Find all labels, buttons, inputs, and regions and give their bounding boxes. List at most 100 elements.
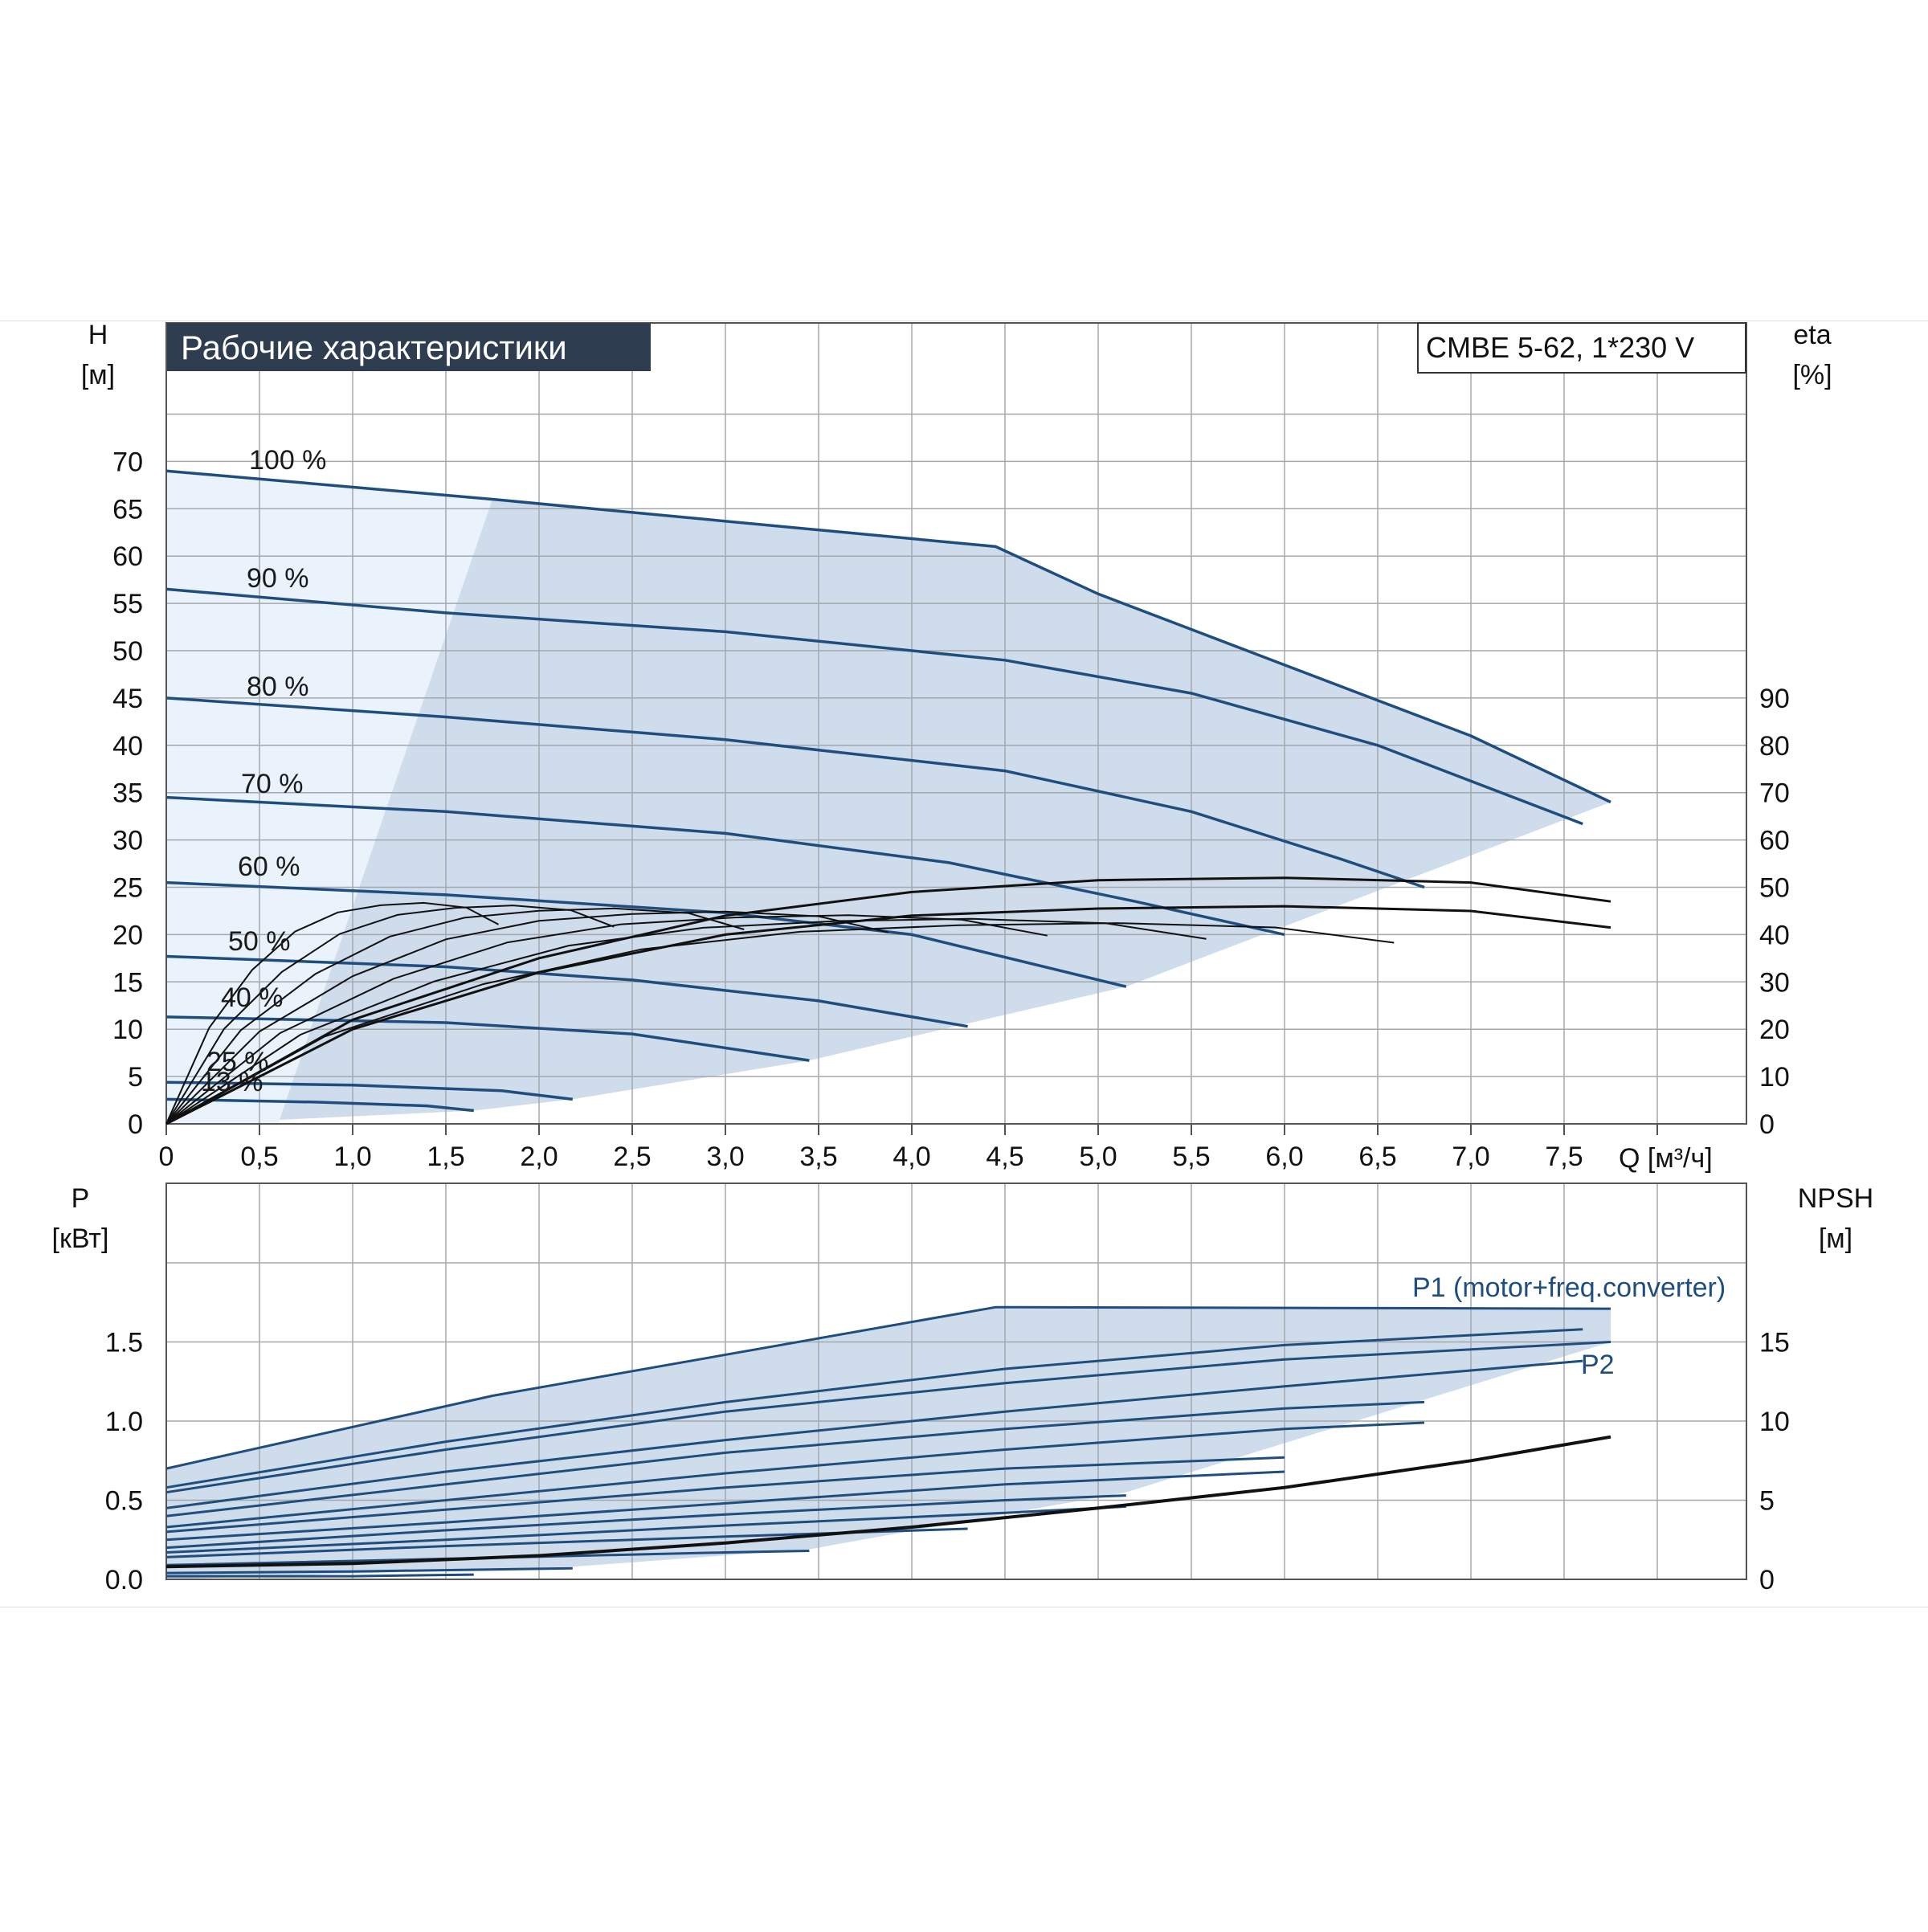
npsh-tick-label: 5 [1759, 1486, 1775, 1517]
ticks-layer: 0 0,5 1,0 1,5 2,0 2,5 3,0 3,5 4,0 4,5 5,0 5,5 6,0 6,5… [105, 447, 1790, 1595]
x-tick-label: 4,5 [986, 1142, 1023, 1172]
power-curve [165, 1400, 1425, 1517]
x-tick-label: 3,0 [706, 1142, 744, 1172]
eta-tick-label: 10 [1759, 1062, 1790, 1093]
speed-label-80: 80 % [247, 672, 309, 702]
h-tick-label: 70 [112, 447, 143, 477]
x-tick-label: 0,5 [240, 1142, 278, 1172]
x-tick-label: 5,5 [1172, 1142, 1210, 1172]
power-curve [165, 1505, 1126, 1554]
speed-label-60: 60 % [238, 852, 300, 882]
top-plot-frame [165, 322, 1747, 1125]
chart-title: Рабочие характеристики [181, 329, 567, 366]
h-tick-label: 30 [112, 826, 143, 856]
npsh-axis-name: NPSH [1798, 1183, 1873, 1214]
head-curve [165, 696, 1425, 889]
power-curve [165, 1470, 1285, 1542]
npsh-tick-label: 0 [1759, 1565, 1775, 1595]
h-tick-label: 45 [112, 684, 143, 714]
eta-tick-label: 20 [1759, 1015, 1790, 1045]
power-curve [165, 1341, 1611, 1494]
curves-layer [165, 469, 1611, 1578]
npsh-tick-label: 15 [1759, 1328, 1790, 1358]
x-tick-label: 6,0 [1265, 1142, 1303, 1172]
q-axis-label: Q [м³/ч] [1619, 1143, 1713, 1174]
eta-axis-unit: [%] [1792, 360, 1832, 390]
p-axis-unit: [кВт] [52, 1223, 109, 1254]
model-box [1417, 322, 1746, 374]
efficiency-curve [165, 876, 1611, 1125]
x-tick-label: 6,5 [1358, 1142, 1396, 1172]
eta-tick-label: 60 [1759, 826, 1790, 856]
p2-curve-label: P2 [1581, 1350, 1615, 1380]
x-tick-label: 0 [159, 1142, 174, 1172]
h-axis-name: H [88, 320, 108, 350]
h-tick-label: 50 [112, 636, 143, 667]
speed-label-90: 90 % [247, 563, 309, 594]
efficiency-curve [165, 905, 1611, 1125]
speed-label-13: 13 % [201, 1067, 263, 1097]
bottom-plot-frame [165, 1182, 1747, 1580]
p-tick-label: 1.5 [105, 1328, 143, 1358]
x-tick-label: 1,5 [427, 1142, 464, 1172]
x-tick-label: 2,5 [613, 1142, 651, 1172]
h-tick-label: 15 [112, 967, 143, 998]
head-curve [165, 1097, 474, 1113]
efficiency-curve [165, 917, 1207, 1125]
eta-tick-label: 90 [1759, 684, 1790, 714]
eta-axis-name: eta [1793, 320, 1831, 350]
x-tick-label: 2,0 [520, 1142, 558, 1172]
eta-tick-label: 40 [1759, 920, 1790, 950]
p-tick-label: 0.5 [105, 1486, 143, 1517]
h-tick-label: 20 [112, 920, 143, 950]
h-tick-label: 10 [112, 1015, 143, 1045]
power-curve [166, 1573, 474, 1578]
x-tick-label: 4,0 [893, 1142, 930, 1172]
eta-tick-label: 80 [1759, 731, 1790, 762]
power-curve [165, 1359, 1583, 1509]
power-curve [165, 1421, 1425, 1529]
efficiency-curve [165, 914, 1048, 1125]
speed-label-100: 100 % [249, 445, 326, 476]
h-tick-label: 60 [112, 541, 143, 572]
grid-layer [165, 322, 1747, 1580]
efficiency-curve [165, 922, 1395, 1125]
eta-tick-label: 0 [1759, 1109, 1775, 1140]
p-tick-label: 1.0 [105, 1407, 143, 1437]
speed-label-40: 40 % [221, 982, 284, 1013]
efficiency-curve [165, 907, 745, 1125]
top-operating-area [166, 471, 1611, 1124]
p-axis-name: P [71, 1183, 90, 1214]
model-label: CMBE 5-62, 1*230 V [1426, 331, 1694, 364]
npsh-curve [165, 1435, 1611, 1569]
x-tick-label: 7,0 [1452, 1142, 1489, 1172]
p1-curve-label: P1 (motor+freq.converter) [1412, 1272, 1726, 1303]
speed-label-50: 50 % [228, 926, 291, 957]
power-curve [165, 1456, 1285, 1534]
h-tick-label: 35 [112, 778, 143, 809]
h-tick-label: 25 [112, 873, 143, 904]
head-curve [165, 587, 1583, 826]
eta-tick-label: 50 [1759, 873, 1790, 904]
h-tick-label: 65 [112, 494, 143, 525]
h-tick-label: 40 [112, 731, 143, 762]
x-tick-label: 7,5 [1545, 1142, 1583, 1172]
bottom-operating-area [166, 1307, 1611, 1579]
p-tick-label: 0.0 [105, 1565, 143, 1595]
power-curve [165, 1550, 810, 1566]
eta-tick-label: 70 [1759, 778, 1790, 809]
h-axis-unit: [м] [81, 360, 115, 390]
head-curve [165, 1080, 574, 1101]
h-tick-label: 0 [128, 1109, 143, 1140]
x-tick-label: 5,0 [1079, 1142, 1117, 1172]
h-tick-label: 5 [128, 1062, 143, 1093]
power-curve [165, 1305, 1611, 1470]
efficiency-curve [165, 910, 889, 1125]
title-background [167, 323, 651, 371]
npsh-tick-label: 10 [1759, 1407, 1790, 1437]
x-tick-label: 1,0 [333, 1142, 371, 1172]
speed-label-25: 25 % [206, 1047, 269, 1077]
head-curve [165, 880, 1127, 988]
